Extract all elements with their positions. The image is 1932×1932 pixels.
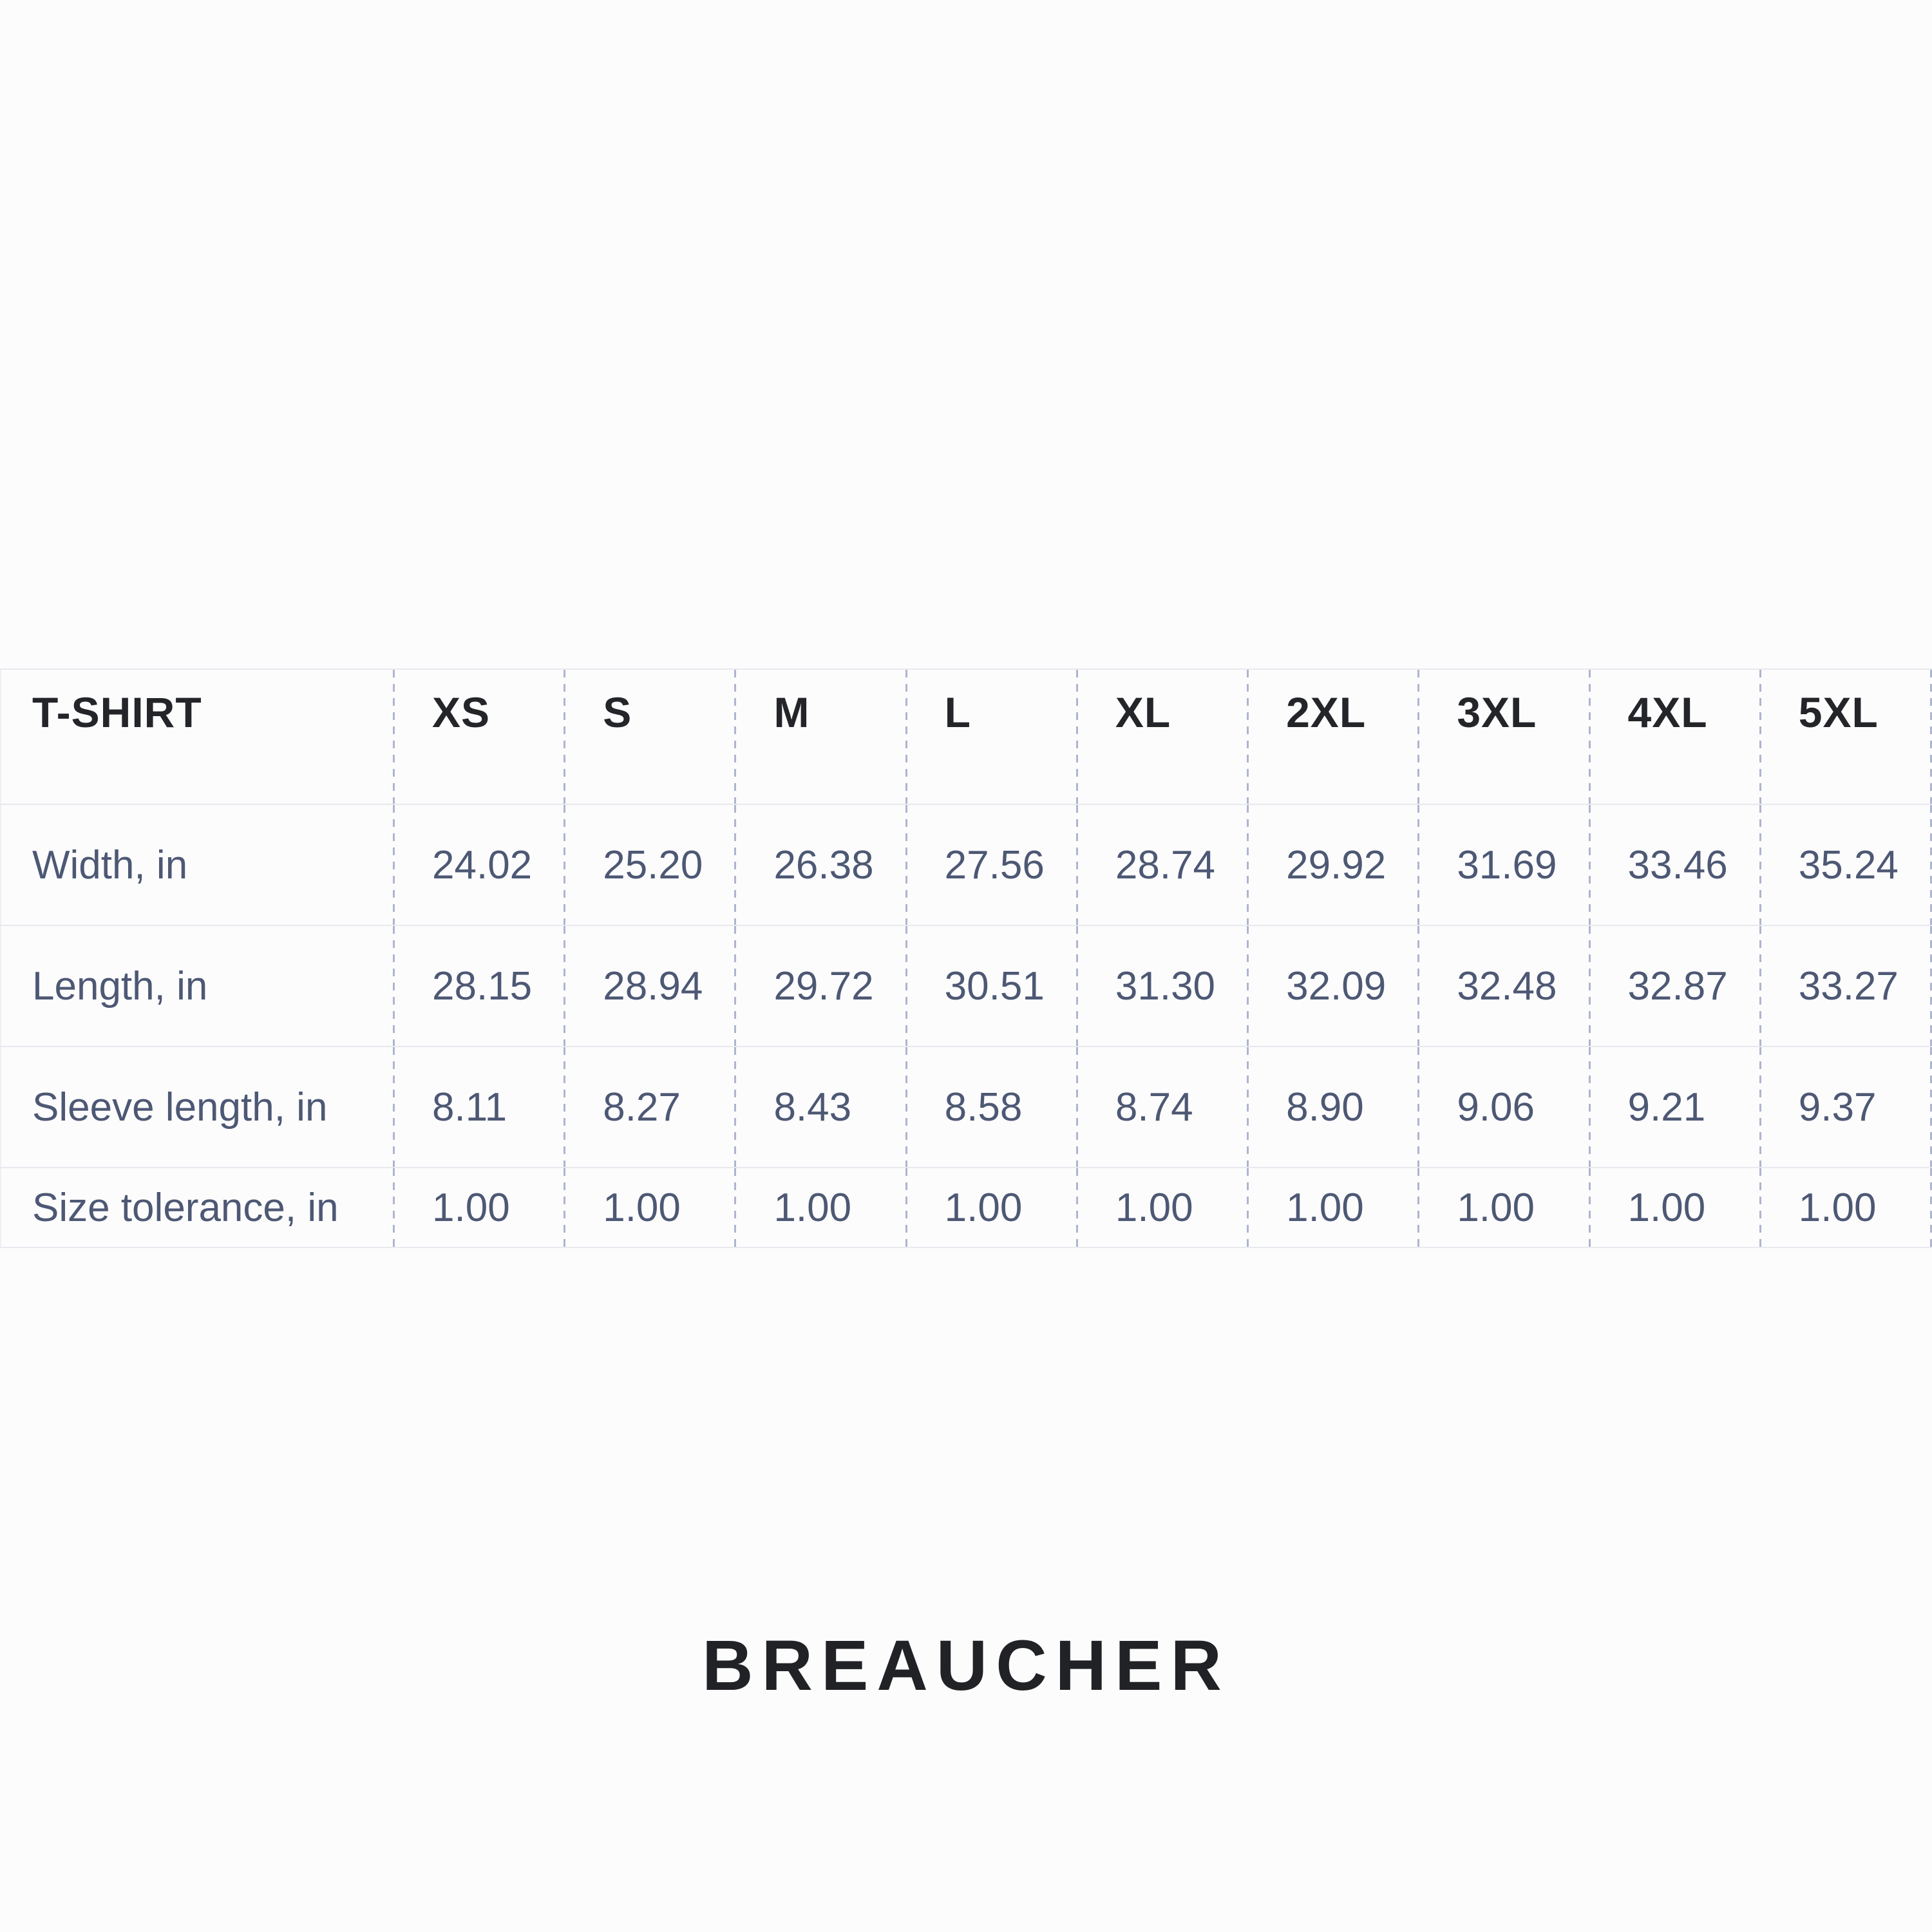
table-cell: 32.87 bbox=[1590, 925, 1761, 1046]
table-cell: 8.74 bbox=[1077, 1046, 1249, 1168]
size-chart-table: T-SHIRT XS S M L XL 2XL 3XL 4XL 5XL Widt… bbox=[0, 668, 1932, 1248]
table-cell: 28.74 bbox=[1077, 804, 1249, 925]
table-row-sleeve-length: Sleeve length, in 8.11 8.27 8.43 8.58 8.… bbox=[1, 1046, 1932, 1168]
table-cell: 8.11 bbox=[395, 1046, 566, 1168]
table-cell: 26.38 bbox=[736, 804, 907, 925]
column-header-xl: XL bbox=[1077, 669, 1249, 804]
table-row-length: Length, in 28.15 28.94 29.72 30.51 31.30… bbox=[1, 925, 1932, 1046]
column-header-m: M bbox=[736, 669, 907, 804]
table-cell: 9.21 bbox=[1590, 1046, 1761, 1168]
table-cell: 31.30 bbox=[1077, 925, 1249, 1046]
table-cell: 30.51 bbox=[907, 925, 1078, 1046]
table-cell: 1.00 bbox=[565, 1168, 737, 1247]
table-cell: 32.09 bbox=[1249, 925, 1420, 1046]
table-cell: 1.00 bbox=[1249, 1168, 1420, 1247]
table-cell: 28.94 bbox=[565, 925, 737, 1046]
column-header-4xl: 4XL bbox=[1590, 669, 1761, 804]
table-cell: 8.58 bbox=[907, 1046, 1078, 1168]
table-cell: 1.00 bbox=[1590, 1168, 1761, 1247]
table-cell: 31.69 bbox=[1419, 804, 1591, 925]
row-label-length: Length, in bbox=[1, 925, 395, 1046]
column-header-2xl: 2XL bbox=[1249, 669, 1420, 804]
table-cell: 9.06 bbox=[1419, 1046, 1591, 1168]
table-row-size-tolerance: Size tolerance, in 1.00 1.00 1.00 1.00 1… bbox=[1, 1168, 1932, 1247]
table-cell: 29.92 bbox=[1249, 804, 1420, 925]
row-label-width: Width, in bbox=[1, 804, 395, 925]
table-cell: 27.56 bbox=[907, 804, 1078, 925]
table-cell: 28.15 bbox=[395, 925, 566, 1046]
table-cell: 8.90 bbox=[1249, 1046, 1420, 1168]
table-cell: 32.48 bbox=[1419, 925, 1591, 1046]
table-cell: 1.00 bbox=[1077, 1168, 1249, 1247]
table-cell: 8.43 bbox=[736, 1046, 907, 1168]
table-cell: 1.00 bbox=[907, 1168, 1078, 1247]
header-row: T-SHIRT XS S M L XL 2XL 3XL 4XL 5XL bbox=[1, 669, 1932, 804]
table-cell: 25.20 bbox=[565, 804, 737, 925]
table-cell: 9.37 bbox=[1761, 1046, 1932, 1168]
table-cell: 1.00 bbox=[1761, 1168, 1932, 1247]
table-title-cell: T-SHIRT bbox=[1, 669, 395, 804]
table-row-width: Width, in 24.02 25.20 26.38 27.56 28.74 … bbox=[1, 804, 1932, 925]
table-cell: 1.00 bbox=[736, 1168, 907, 1247]
table-cell: 33.46 bbox=[1590, 804, 1761, 925]
column-header-l: L bbox=[907, 669, 1078, 804]
column-header-xs: XS bbox=[395, 669, 566, 804]
column-header-5xl: 5XL bbox=[1761, 669, 1932, 804]
table-cell: 24.02 bbox=[395, 804, 566, 925]
table-cell: 35.24 bbox=[1761, 804, 1932, 925]
row-label-sleeve-length: Sleeve length, in bbox=[1, 1046, 395, 1168]
table-cell: 1.00 bbox=[395, 1168, 566, 1247]
table-cell: 1.00 bbox=[1419, 1168, 1591, 1247]
column-header-s: S bbox=[565, 669, 737, 804]
table-cell: 33.27 bbox=[1761, 925, 1932, 1046]
table-cell: 8.27 bbox=[565, 1046, 737, 1168]
table-cell: 29.72 bbox=[736, 925, 907, 1046]
row-label-size-tolerance: Size tolerance, in bbox=[1, 1168, 395, 1247]
column-header-3xl: 3XL bbox=[1419, 669, 1591, 804]
brand-logo-text: BREAUCHER bbox=[702, 1626, 1230, 1705]
